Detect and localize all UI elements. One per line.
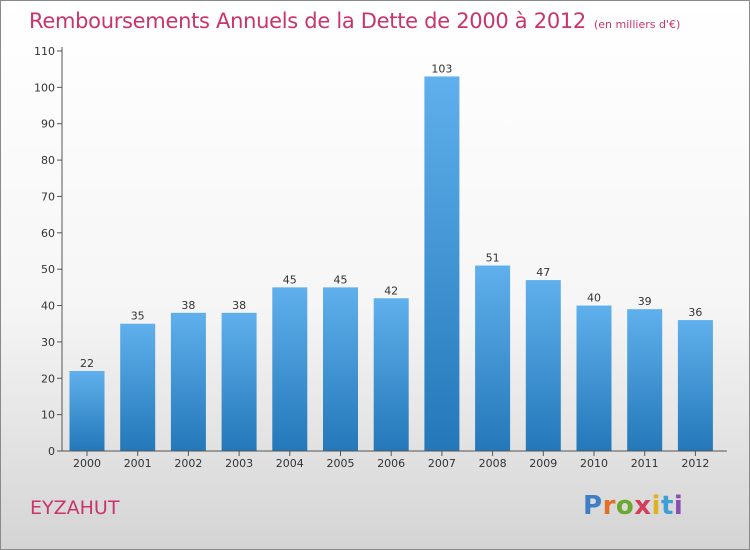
bar-2001 <box>120 323 156 451</box>
bars: 22 35 38 38 45 45 42 103 51 47 40 39 36 <box>69 62 713 452</box>
y-tick-label: 90 <box>41 118 55 131</box>
chart-header: Remboursements Annuels de la Dette de 20… <box>29 9 680 33</box>
y-tick-label: 40 <box>41 300 55 313</box>
x-tick-label: 2010 <box>580 457 608 470</box>
data-label-2012: 36 <box>688 306 702 319</box>
bar-2002 <box>170 312 206 451</box>
bar-2000 <box>69 371 105 451</box>
x-tick-label: 2001 <box>124 457 152 470</box>
x-tick-label: 2000 <box>73 457 101 470</box>
bar-2010 <box>576 305 612 451</box>
data-label-2007: 103 <box>431 62 452 75</box>
y-tick-label: 0 <box>48 445 55 458</box>
bar-2006 <box>373 298 409 451</box>
x-tick-label: 2004 <box>276 457 304 470</box>
x-tick-label: 2007 <box>428 457 456 470</box>
x-tick-label: 2002 <box>174 457 202 470</box>
x-tick-label: 2008 <box>479 457 507 470</box>
logo-letter: i <box>651 491 661 521</box>
y-tick-label: 60 <box>41 227 55 240</box>
data-label-2006: 42 <box>384 284 398 297</box>
logo-letter: t <box>660 491 674 521</box>
logo-letter: x <box>634 491 652 521</box>
bar-2003 <box>221 312 257 451</box>
y-tick-label: 30 <box>41 336 55 349</box>
data-label-2004: 45 <box>283 273 297 286</box>
y-tick-label: 10 <box>41 409 55 422</box>
data-label-2003: 38 <box>232 299 246 312</box>
logo-letter: i <box>673 491 684 521</box>
y-tick-label: 50 <box>41 263 55 276</box>
data-label-2008: 51 <box>486 252 500 265</box>
y-tick-label: 100 <box>34 81 55 94</box>
chart-subtitle: (en milliers d'€) <box>594 18 681 31</box>
data-label-2011: 39 <box>638 295 652 308</box>
bar-2008 <box>475 265 511 451</box>
x-tick-label: 2005 <box>327 457 355 470</box>
bar-2009 <box>525 280 561 451</box>
data-label-2010: 40 <box>587 292 601 305</box>
x-tick-label: 2006 <box>377 457 405 470</box>
data-label-2001: 35 <box>131 310 145 323</box>
data-label-2002: 38 <box>181 299 195 312</box>
data-label-2005: 45 <box>334 273 348 286</box>
x-axis: 2000 2001 2002 2003 2004 2005 2006 2007 2008 2009… <box>57 450 727 470</box>
commune-name: EYZAHUT <box>30 497 120 519</box>
x-tick-label: 2011 <box>631 457 659 470</box>
bar-2007 <box>424 76 460 452</box>
x-tick-label: 2012 <box>681 457 709 470</box>
y-tick-label: 80 <box>41 154 55 167</box>
bar-2004 <box>272 287 308 451</box>
y-tick-label: 110 <box>34 45 55 58</box>
proxiti-logo: Proxiti <box>583 491 683 521</box>
y-tick-label: 20 <box>41 372 55 385</box>
x-tick-label: 2009 <box>529 457 557 470</box>
data-label-2000: 22 <box>80 357 94 370</box>
logo-letter: r <box>602 491 616 521</box>
chart-title: Remboursements Annuels de la Dette de 20… <box>29 9 586 33</box>
logo-letter: P <box>583 491 603 521</box>
bar-2011 <box>627 309 663 451</box>
bar-2005 <box>323 287 358 451</box>
logo-letter: o <box>615 491 635 521</box>
x-tick-label: 2003 <box>225 457 253 470</box>
y-axis: 0 10 20 30 40 50 60 70 80 90 100 110 <box>34 45 63 458</box>
bar-2012 <box>677 320 713 451</box>
y-tick-label: 70 <box>41 190 55 203</box>
data-label-2009: 47 <box>536 266 550 279</box>
